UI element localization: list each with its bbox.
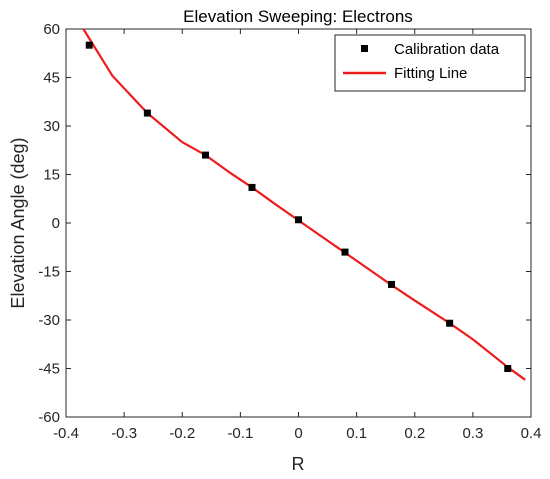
series-layer — [82, 28, 526, 381]
calibration-point — [248, 183, 256, 191]
y-tick-label: -45 — [38, 361, 60, 378]
y-tick-label: -60 — [38, 409, 60, 426]
y-tick-label: -30 — [38, 312, 60, 329]
y-axis-label: Elevation Angle (deg) — [8, 137, 28, 308]
calibration-point — [295, 216, 302, 224]
y-tick-label: 15 — [43, 167, 60, 184]
calibration-point — [504, 365, 512, 372]
calibration-point — [341, 248, 349, 256]
x-tick-label: 0.4 — [521, 425, 542, 442]
calibration-point — [388, 280, 395, 288]
calibration-point — [85, 41, 93, 49]
x-tick-label: -0.1 — [227, 425, 253, 442]
y-tick-label: -15 — [38, 264, 60, 281]
y-tick-label: 0 — [52, 215, 60, 232]
legend: Calibration data Fitting Line — [334, 34, 526, 92]
x-tick-label: 0.3 — [462, 425, 483, 442]
chart-title: Elevation Sweeping: Electrons — [183, 7, 413, 26]
legend-label-calibration: Calibration data — [394, 41, 500, 58]
plot-area: -0.4 -0.3 -0.2 -0.1 0 0.1 0.2 0.3 0.4 604530150-… — [38, 21, 541, 442]
x-tick-label: -0.2 — [169, 425, 195, 442]
y-tick-label: 30 — [43, 118, 60, 135]
x-tick-label: 0.2 — [404, 425, 425, 442]
x-tick-label: -0.4 — [53, 425, 79, 442]
x-tick-label: 0.1 — [346, 425, 367, 442]
fitting-line — [82, 28, 526, 381]
x-axis-ticks: -0.4 -0.3 -0.2 -0.1 0 0.1 0.2 0.3 0.4 — [53, 29, 541, 442]
y-tick-label: 45 — [43, 70, 60, 87]
x-tick-label: 0 — [294, 425, 302, 442]
x-tick-label: -0.3 — [111, 425, 137, 442]
legend-marker-calibration — [361, 45, 368, 52]
x-axis-label: R — [292, 454, 305, 474]
legend-label-fitting: Fitting Line — [394, 65, 467, 82]
calibration-point — [446, 319, 454, 327]
calibration-point — [202, 151, 209, 159]
calibration-point — [143, 109, 151, 117]
y-tick-label: 60 — [43, 21, 60, 38]
legend-box — [334, 34, 526, 92]
y-axis-ticks: 60 45 30 15 0 -15 -30 -45 -60 — [38, 21, 531, 426]
